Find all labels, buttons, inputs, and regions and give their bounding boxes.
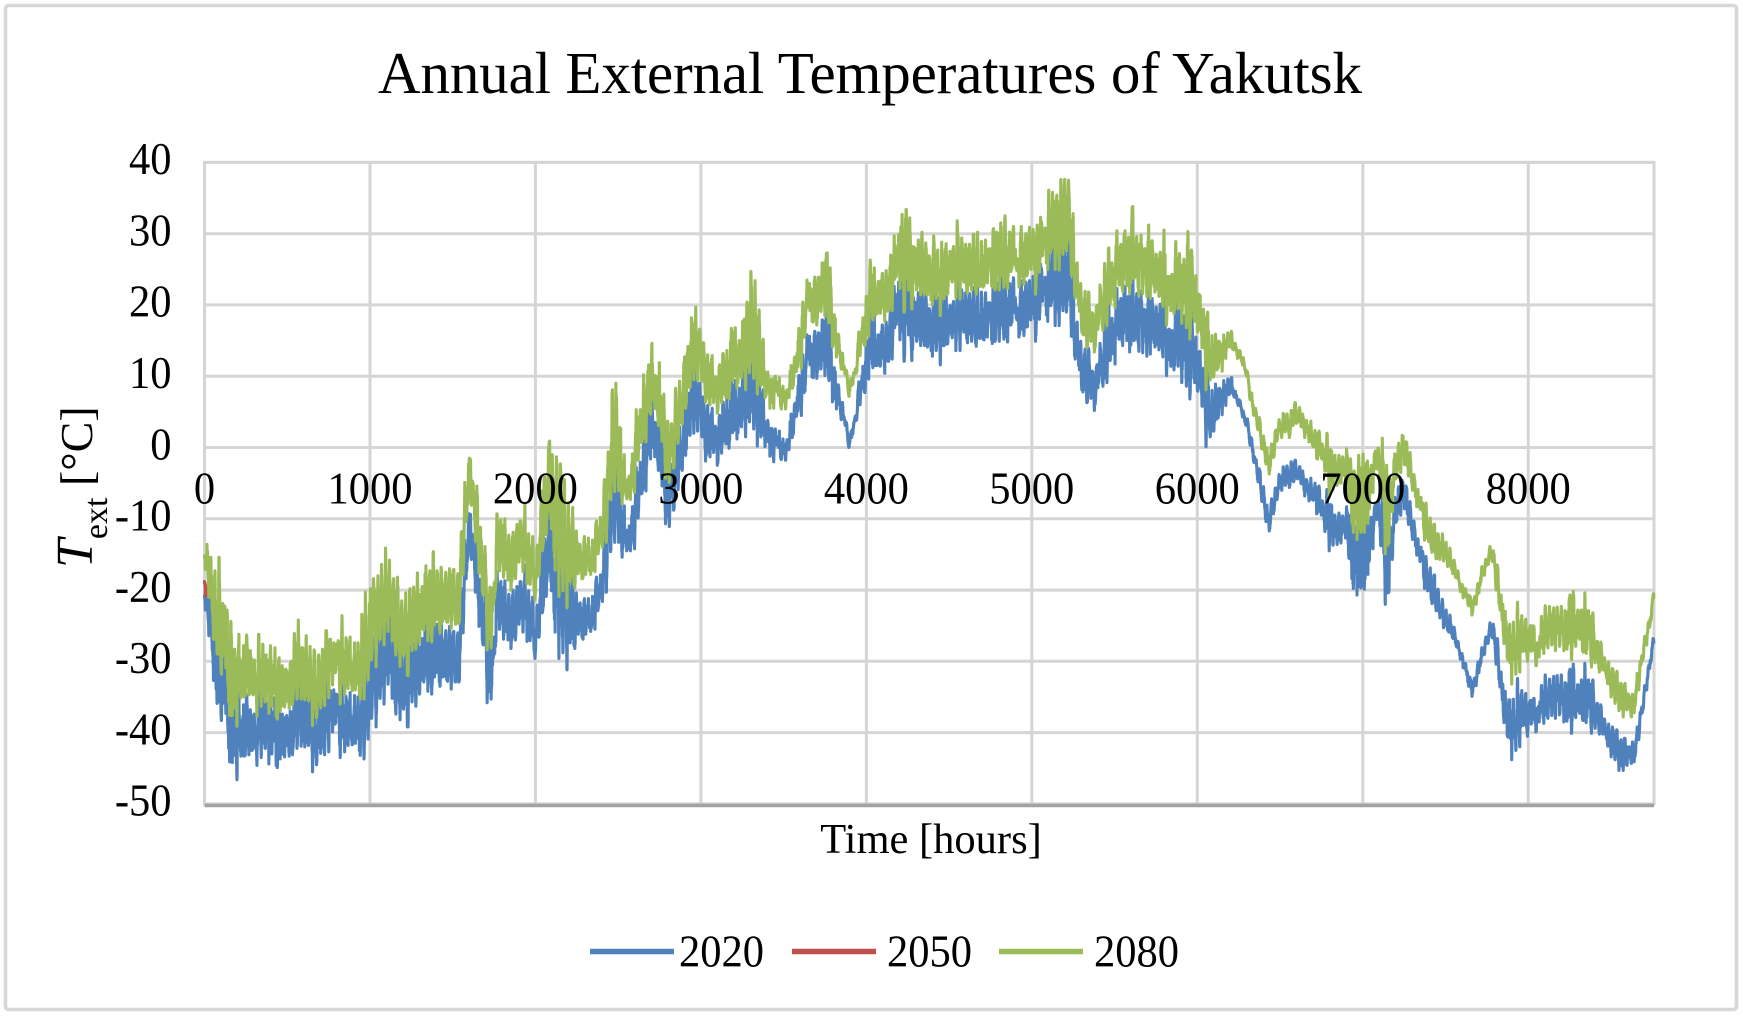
svg-text:4000: 4000 xyxy=(824,463,909,514)
svg-text:3000: 3000 xyxy=(658,463,743,514)
svg-text:Annual External Temperatures o: Annual External Temperatures of Yakutsk xyxy=(378,40,1363,106)
svg-text:6000: 6000 xyxy=(1155,463,1240,514)
svg-text:Text [°C]: Text [°C] xyxy=(47,406,115,568)
svg-text:10: 10 xyxy=(129,348,171,399)
svg-text:-50: -50 xyxy=(115,775,172,826)
svg-text:0: 0 xyxy=(150,419,171,470)
svg-text:-40: -40 xyxy=(115,704,172,755)
svg-text:30: 30 xyxy=(129,205,171,256)
svg-text:1000: 1000 xyxy=(328,463,413,514)
svg-text:8000: 8000 xyxy=(1486,463,1571,514)
svg-text:-30: -30 xyxy=(115,633,172,684)
svg-text:5000: 5000 xyxy=(989,463,1074,514)
svg-text:2080: 2080 xyxy=(1094,926,1179,977)
svg-text:20: 20 xyxy=(129,276,171,327)
svg-text:2050: 2050 xyxy=(887,926,972,977)
svg-text:-20: -20 xyxy=(115,561,172,612)
svg-text:0: 0 xyxy=(194,463,215,514)
svg-text:-10: -10 xyxy=(115,490,172,541)
svg-text:7000: 7000 xyxy=(1320,463,1405,514)
svg-text:Time [hours]: Time [hours] xyxy=(820,816,1042,863)
svg-text:2020: 2020 xyxy=(679,926,764,977)
svg-text:40: 40 xyxy=(129,134,171,185)
svg-text:2000: 2000 xyxy=(493,463,578,514)
